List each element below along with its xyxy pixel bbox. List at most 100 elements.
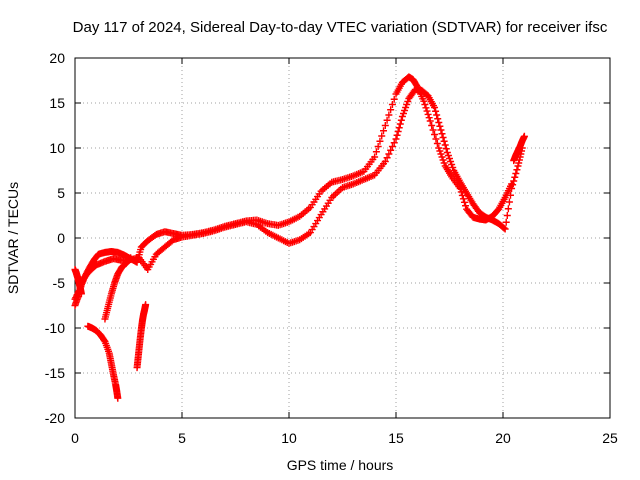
- y-tick-label: 5: [57, 185, 65, 201]
- data-point: [381, 158, 389, 165]
- data-point: [380, 127, 388, 135]
- series-branch-rise: [133, 301, 150, 372]
- x-tick-label: 15: [388, 430, 404, 446]
- x-tick-labels: 0 5 10 15 20 25: [71, 430, 618, 446]
- data-point: [428, 122, 436, 129]
- x-tick-label: 10: [281, 430, 297, 446]
- data-point: [383, 116, 391, 124]
- data-point: [395, 124, 403, 132]
- data-point: [385, 111, 393, 119]
- y-tick-label: -5: [53, 275, 66, 291]
- data-point: [114, 394, 122, 402]
- data-point: [426, 117, 434, 125]
- data-point: [397, 116, 405, 124]
- data-point: [394, 128, 402, 135]
- series-branch-mid: [101, 254, 135, 323]
- chart-title: Day 117 of 2024, Sidereal Day-to-day VTE…: [73, 19, 608, 36]
- data-point: [371, 153, 379, 161]
- data-point: [500, 224, 508, 232]
- data-point: [438, 130, 446, 138]
- axis-ticks: [74, 57, 611, 419]
- data-point: [511, 173, 519, 181]
- y-tick-label: 0: [57, 230, 65, 246]
- series-edge-left: [71, 266, 85, 298]
- data-point: [421, 101, 429, 108]
- data-point: [505, 198, 513, 206]
- data-point: [390, 139, 398, 147]
- data-point: [436, 122, 444, 130]
- data-point: [385, 150, 393, 158]
- data-point: [431, 104, 439, 111]
- data-point: [442, 145, 450, 153]
- data-point: [431, 131, 439, 138]
- data-point: [392, 135, 400, 143]
- data-point: [501, 225, 509, 233]
- data-point: [440, 137, 448, 145]
- data-point: [387, 146, 395, 154]
- x-axis-label: GPS time / hours: [287, 457, 394, 473]
- y-tick-label: 20: [49, 50, 65, 66]
- y-tick-label: -20: [45, 410, 65, 426]
- data-point: [422, 104, 430, 112]
- series-tail-right: [510, 132, 528, 165]
- data-point: [435, 119, 443, 126]
- x-tick-label: 25: [602, 430, 618, 446]
- data-point: [503, 212, 511, 219]
- data-point: [504, 205, 512, 213]
- data-point: [390, 95, 398, 103]
- series-track-a: [71, 73, 516, 309]
- data-point: [383, 154, 391, 162]
- data-point: [441, 141, 449, 149]
- data-point: [433, 140, 441, 147]
- data-point: [378, 132, 386, 140]
- data-point: [437, 126, 445, 134]
- data-point: [509, 181, 517, 189]
- data-point: [388, 143, 396, 150]
- data-point: [388, 101, 396, 108]
- data-point: [460, 198, 468, 206]
- data-point: [420, 97, 428, 105]
- data-point: [396, 120, 404, 128]
- data-point: [142, 301, 150, 309]
- data-point: [459, 195, 467, 203]
- data-point: [127, 254, 135, 262]
- data-point: [425, 114, 433, 122]
- data-point: [126, 255, 134, 263]
- series-branch-low: [84, 322, 122, 402]
- data-point: [512, 170, 520, 177]
- data-point: [393, 131, 401, 139]
- x-tick-label: 5: [178, 430, 186, 446]
- data-point: [424, 110, 432, 118]
- y-tick-labels: -20 -15 -10 -5 0 5 10 15 20: [45, 50, 65, 426]
- data-point: [502, 218, 510, 226]
- x-tick-label: 0: [71, 430, 79, 446]
- series-track-b: [71, 86, 526, 303]
- y-tick-label: -10: [45, 320, 65, 336]
- data-point: [374, 143, 382, 150]
- data-point: [510, 177, 518, 185]
- y-axis-label: SDTVAR / TECUs: [5, 182, 21, 294]
- data-point: [423, 107, 431, 115]
- data-point: [432, 135, 440, 143]
- x-tick-label: 20: [495, 430, 511, 446]
- data-point: [432, 107, 440, 115]
- data-point: [376, 137, 384, 145]
- data-point: [462, 202, 470, 210]
- y-tick-label: 15: [49, 95, 65, 111]
- data-points: [71, 73, 528, 402]
- data-point: [434, 115, 442, 123]
- data-point: [429, 126, 437, 134]
- y-tick-label: 10: [49, 140, 65, 156]
- data-point: [433, 111, 441, 119]
- data-point: [439, 134, 447, 141]
- data-point: [520, 132, 528, 140]
- data-point: [513, 166, 521, 174]
- data-point: [387, 106, 395, 114]
- data-point: [506, 191, 514, 199]
- data-point: [381, 122, 389, 129]
- data-point: [77, 290, 85, 298]
- data-point: [372, 148, 380, 156]
- y-tick-label: -15: [45, 365, 65, 381]
- data-point: [508, 185, 516, 192]
